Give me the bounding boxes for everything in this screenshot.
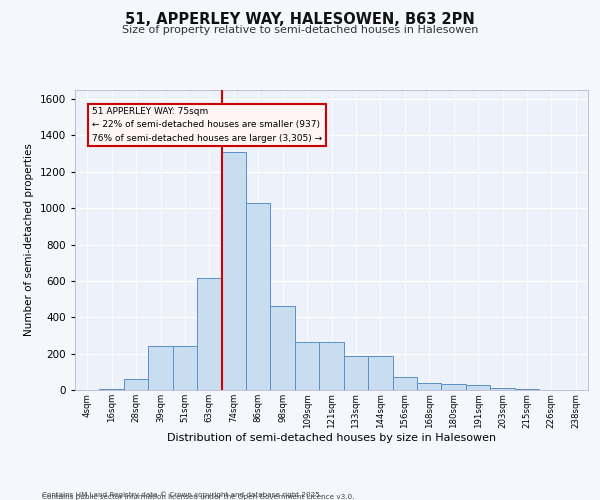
Text: Size of property relative to semi-detached houses in Halesowen: Size of property relative to semi-detach…	[122, 25, 478, 35]
Bar	[442, 384, 466, 390]
Text: Contains public sector information licensed under the Open Government Licence v3: Contains public sector information licen…	[42, 494, 355, 500]
Bar	[124, 379, 148, 390]
Bar	[295, 342, 319, 390]
Bar	[368, 356, 392, 390]
Bar	[148, 346, 173, 390]
Bar	[271, 306, 295, 390]
Bar	[319, 342, 344, 390]
Text: 51 APPERLEY WAY: 75sqm
← 22% of semi-detached houses are smaller (937)
76% of se: 51 APPERLEY WAY: 75sqm ← 22% of semi-det…	[92, 108, 322, 142]
Text: 51, APPERLEY WAY, HALESOWEN, B63 2PN: 51, APPERLEY WAY, HALESOWEN, B63 2PN	[125, 12, 475, 28]
Bar	[392, 378, 417, 390]
Bar	[417, 382, 442, 390]
Bar	[246, 202, 271, 390]
Bar	[173, 346, 197, 390]
Bar	[466, 386, 490, 390]
Text: Contains HM Land Registry data © Crown copyright and database right 2025.: Contains HM Land Registry data © Crown c…	[42, 491, 322, 498]
X-axis label: Distribution of semi-detached houses by size in Halesowen: Distribution of semi-detached houses by …	[167, 433, 496, 443]
Bar	[221, 152, 246, 390]
Y-axis label: Number of semi-detached properties: Number of semi-detached properties	[24, 144, 34, 336]
Bar	[100, 389, 124, 390]
Bar	[344, 356, 368, 390]
Bar	[490, 388, 515, 390]
Bar	[197, 278, 221, 390]
Bar	[515, 389, 539, 390]
